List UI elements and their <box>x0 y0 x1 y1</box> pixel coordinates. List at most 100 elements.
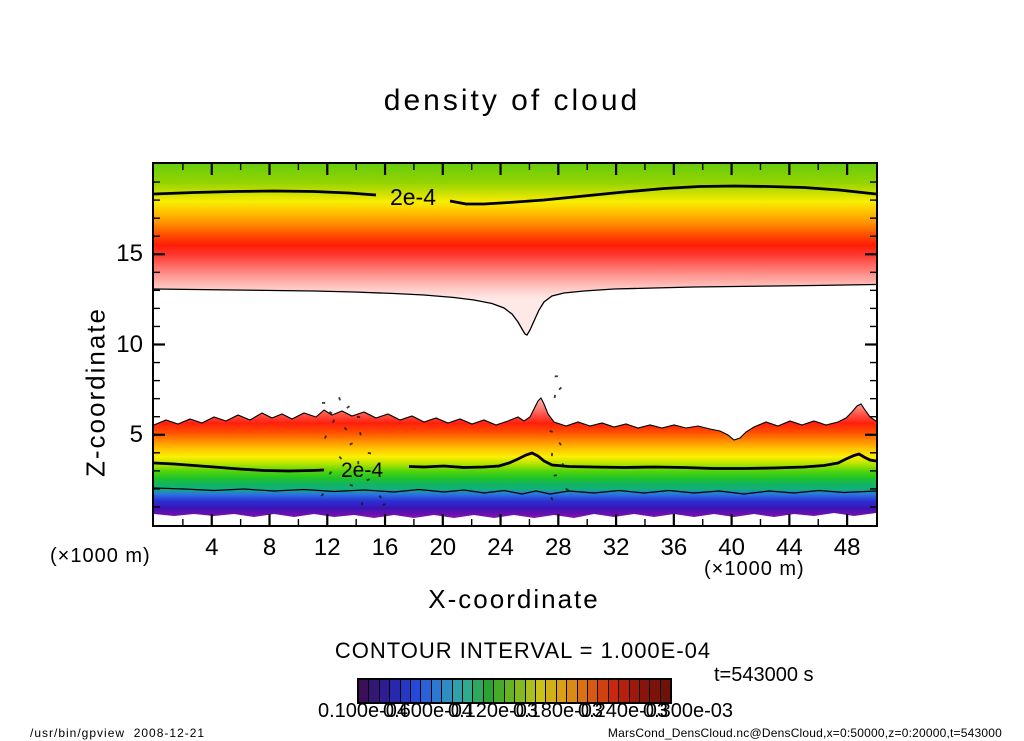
x-unit-label-right: (×1000 m) <box>704 558 805 580</box>
contour-speck <box>328 411 333 415</box>
colorbar-box <box>462 680 473 702</box>
x-tick-label: 44 <box>776 534 803 561</box>
colorbar-box <box>566 680 577 702</box>
lower-cloud-band <box>154 398 876 518</box>
colorbar-box <box>597 680 608 702</box>
colorbar-box <box>410 680 421 702</box>
z-tick-label: 15 <box>116 240 143 268</box>
colorbar-box <box>514 680 525 702</box>
contour-speck <box>554 375 558 378</box>
contour-speck <box>320 492 324 497</box>
weak-contour-specks <box>320 375 569 506</box>
lower-contour-label: 2e-4 <box>341 459 383 482</box>
x-tick-label: 8 <box>262 534 277 561</box>
colorbar-box <box>441 680 452 702</box>
colorbar-tick-label: 0.300e-03 <box>642 700 734 722</box>
colorbar-box <box>649 680 660 702</box>
colorbar-box <box>359 680 369 702</box>
x-tick-label: 4 <box>205 534 219 561</box>
x-tick-label: 16 <box>371 534 399 561</box>
contour-speck <box>359 432 362 436</box>
contour-speck <box>361 502 364 506</box>
colorbar-box <box>638 680 650 702</box>
x-tick-label: 24 <box>487 534 514 561</box>
contour-speck <box>367 452 372 455</box>
z-tick-label: 5 <box>129 420 143 448</box>
upper-2e-4-contour-right <box>449 184 876 206</box>
x-tick-label: 36 <box>660 534 688 561</box>
upper-2e-4-contour-left <box>154 189 377 197</box>
colorbar-box <box>576 680 587 702</box>
x-tick-label: 12 <box>313 534 341 561</box>
colorbar-tick-label: 0.600e-04 <box>382 700 474 722</box>
contour-field: 2e-4 2e-4 <box>154 164 876 525</box>
contour-speck <box>553 474 557 477</box>
contour-speck <box>382 503 387 506</box>
colorbar-box <box>368 680 379 702</box>
contour-speck <box>558 386 562 391</box>
colorbar-box <box>659 680 671 702</box>
contour-speck <box>378 495 382 499</box>
x-tick-label: 20 <box>429 534 457 561</box>
colorbar-box <box>545 680 556 702</box>
colorbar-tick-label: 0.240e-03 <box>577 700 669 722</box>
plot-area: 2e-4 2e-4 <box>152 162 878 527</box>
contour-speck <box>322 402 326 404</box>
colorbar-box <box>430 680 442 702</box>
plot-title: density of cloud <box>383 84 641 117</box>
colorbar-box <box>534 680 546 702</box>
colorbar-box <box>555 680 567 702</box>
colorbar <box>357 678 672 704</box>
lower-2e-4-contour-right <box>408 451 876 470</box>
upper-cloud-band <box>154 164 876 335</box>
lower-band-top-contour <box>154 397 876 441</box>
contour-speck <box>550 497 554 501</box>
upper-contour-label: 2e-4 <box>390 184 436 210</box>
footer-command-line: /usr/bin/gpview 2008-12-21 <box>30 726 206 740</box>
x-tick-label: 48 <box>833 534 861 561</box>
colorbar-box <box>628 680 639 702</box>
colorbar-box <box>399 680 411 702</box>
colorbar-box <box>378 680 390 702</box>
x-axis-title: X-coordinate <box>428 584 600 614</box>
z-tick-label: 10 <box>116 330 143 358</box>
axis-ticks <box>154 164 876 525</box>
colorbar-box <box>607 680 619 702</box>
contour-speck <box>357 461 360 465</box>
contour-speck <box>332 419 335 423</box>
contour-speck <box>366 478 371 482</box>
lower-2e-4-contour-left <box>154 461 325 473</box>
contour-speck <box>356 416 361 419</box>
colorbar-box <box>389 680 400 702</box>
colorbar-box <box>482 680 494 702</box>
colorbar-box <box>524 680 535 702</box>
colorbar-box <box>451 680 463 702</box>
colorbar-box <box>420 680 431 702</box>
contour-speck <box>338 397 341 401</box>
colorbar-box <box>472 680 483 702</box>
footer-source-line: MarsCond_DensCloud.nc@DensCloud,x=0:5000… <box>607 726 1002 740</box>
contour-speck <box>550 452 553 457</box>
colorbar-tick-label: 0.100e-04 <box>317 700 409 722</box>
contour-speck <box>323 435 327 439</box>
colorbar-tick-label: 0.180e-03 <box>512 700 604 722</box>
x-tick-label: 40 <box>718 534 745 561</box>
contour-interval-note: CONTOUR INTERVAL = 1.000E-04 <box>334 638 712 663</box>
contour-speck <box>558 441 562 446</box>
lower-1e-4-thin-contour <box>154 487 876 495</box>
contour-speck <box>328 471 333 475</box>
colorbar-tick-label: 0.120e-03 <box>447 700 539 722</box>
colorbar-box <box>493 680 504 702</box>
contour-speck <box>338 456 343 460</box>
colorbar-box <box>503 680 515 702</box>
contour-speck <box>565 488 569 491</box>
contour-speck <box>349 484 354 487</box>
upper-band-bottom-contour <box>154 283 876 336</box>
contour-speck <box>560 462 564 467</box>
contour-speck <box>549 430 554 433</box>
contour-speck <box>343 427 348 431</box>
x-tick-label: 28 <box>544 534 572 561</box>
colorbar-box <box>618 680 629 702</box>
colorbar-box <box>586 680 598 702</box>
